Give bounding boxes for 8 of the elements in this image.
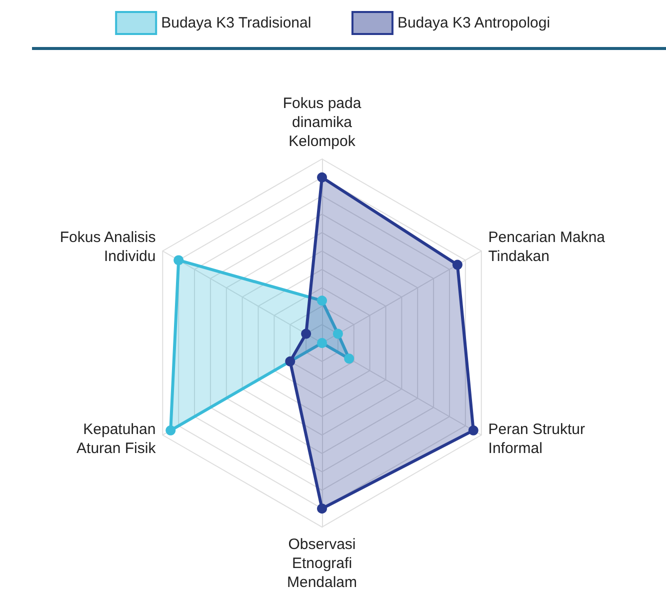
- spoke-label: Kepatuhan Aturan Fisik: [76, 421, 156, 457]
- spoke-label: Pencarian Makna Tindakan: [488, 229, 606, 265]
- legend-label: Budaya K3 Antropologi: [397, 14, 550, 32]
- spoke-label: Fokus Analisis Individu: [60, 229, 156, 265]
- spoke-label: Observasi Etnografi Mendalam: [286, 536, 358, 591]
- legend-label: Budaya K3 Tradisional: [161, 14, 312, 32]
- spoke-label: Peran Struktur Informal: [488, 421, 585, 457]
- spoke-label: Fokus pada dinamika Kelompok: [282, 95, 362, 150]
